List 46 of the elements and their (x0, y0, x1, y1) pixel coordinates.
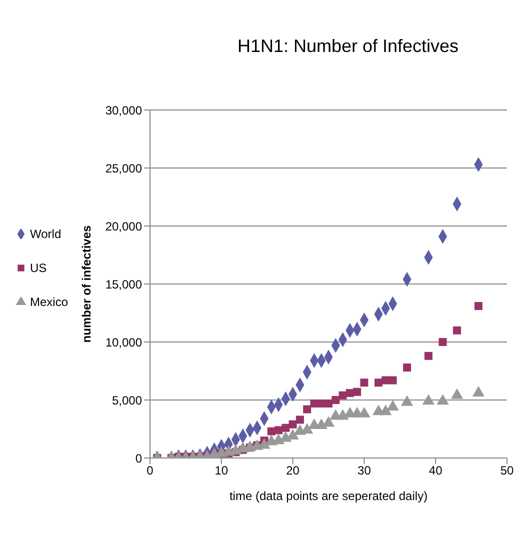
legend-label: US (30, 260, 47, 277)
chart-title: H1N1: Number of Infectives (236, 36, 460, 57)
x-tick-label: 20 (286, 464, 300, 478)
point (353, 388, 362, 396)
x-tick-label: 0 (146, 464, 154, 478)
y-tick-label: 0 (135, 451, 142, 466)
point (380, 404, 392, 416)
point (382, 376, 390, 384)
y-tick-label: 20,000 (105, 219, 142, 234)
point (324, 399, 333, 408)
point (274, 426, 283, 434)
point (472, 386, 485, 397)
point (282, 424, 290, 432)
point (288, 420, 297, 428)
x-tick-label: 50 (500, 464, 514, 478)
point (474, 302, 482, 310)
legend-label: Mexico (30, 294, 68, 311)
point (403, 364, 412, 372)
point (436, 394, 449, 405)
y-tick-label: 25,000 (105, 161, 142, 176)
point (450, 388, 464, 399)
point (422, 394, 435, 405)
y-tick-label: 15,000 (105, 277, 142, 292)
y-tick-label: 10,000 (105, 335, 142, 350)
point (453, 326, 462, 334)
legend-label: World (30, 226, 62, 243)
point (386, 400, 399, 410)
x-tick-label: 30 (358, 464, 372, 478)
point (338, 391, 347, 400)
point (358, 406, 370, 418)
point (388, 376, 397, 384)
x-tick-label: 40 (428, 464, 443, 478)
point (332, 396, 340, 404)
y-tick-label: 5,000 (112, 393, 142, 408)
point (400, 395, 414, 406)
point (296, 416, 304, 424)
point (360, 378, 368, 387)
y-tick-label: 30,000 (105, 103, 142, 118)
point (310, 399, 318, 408)
point (438, 338, 447, 346)
y-axis-title: number of infectives (79, 224, 94, 343)
point (374, 378, 382, 387)
point (303, 405, 312, 414)
point (424, 352, 432, 360)
x-axis-title: time (data points are seperated daily) (229, 489, 428, 503)
x-tick-label: 10 (214, 464, 228, 478)
